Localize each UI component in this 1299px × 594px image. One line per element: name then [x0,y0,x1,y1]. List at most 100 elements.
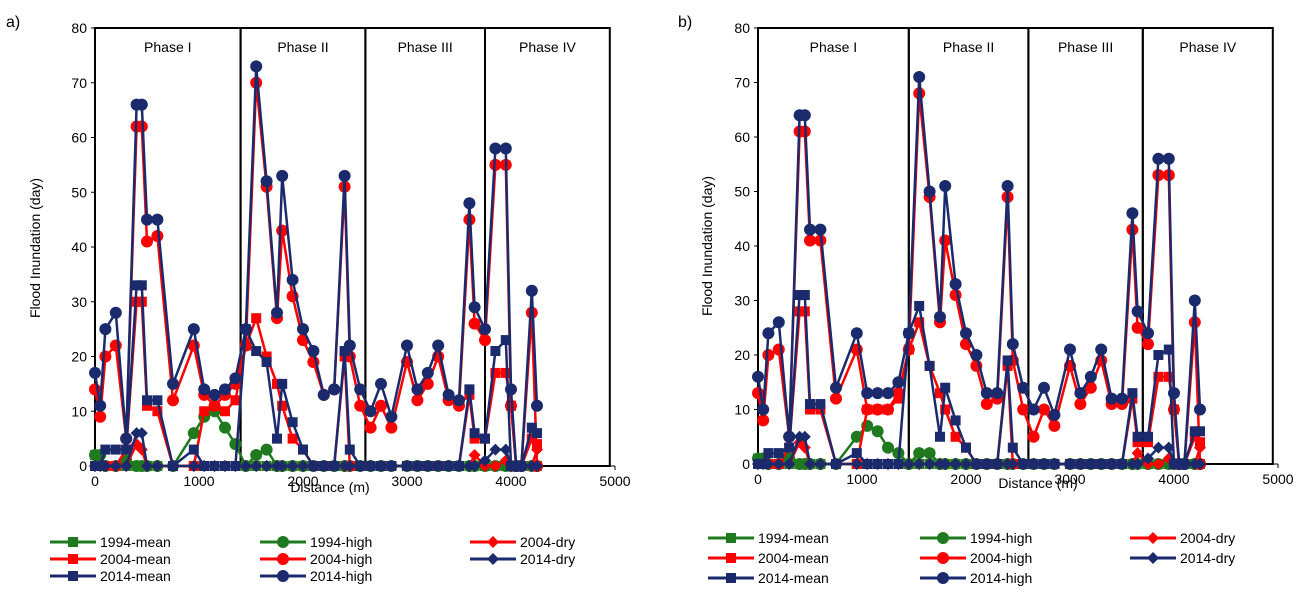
data-point [468,301,481,314]
y-tick-label: 50 [734,184,750,200]
legend-marker [68,537,78,547]
data-point [453,394,465,407]
data-point [354,399,367,412]
phase-label: Phase I [810,39,857,55]
y-tick-label: 80 [71,20,87,36]
data-point [229,372,242,385]
data-point [142,395,152,406]
data-point [110,444,121,455]
data-point [480,433,490,444]
data-point [412,461,423,471]
data-point [343,460,356,472]
data-point [167,377,179,390]
data-point [980,387,993,400]
x-tick-label: 4000 [495,473,526,489]
data-point [260,460,273,472]
data-point [121,444,132,455]
data-point [141,460,153,472]
data-point [804,234,816,247]
data-point [411,394,424,407]
data-point [1084,381,1097,394]
data-point [1132,437,1143,448]
legend-label: 1994-mean [100,534,171,550]
x-tick-label: 0 [91,473,99,489]
data-point [469,428,480,439]
data-point [109,306,122,319]
legend-label: 1994-high [310,534,372,550]
data-point [208,388,221,401]
data-point [271,306,283,319]
data-point [1039,459,1049,469]
data-point [141,235,153,248]
legend-marker [487,536,499,548]
data-point [831,459,841,469]
data-point [1189,431,1200,442]
data-point [354,383,367,396]
data-point [120,460,133,472]
data-point [500,367,511,378]
data-point [762,327,775,340]
legend-label: 1994-high [970,530,1032,546]
legend-label: 2014-high [970,570,1032,586]
legend-item: 2014-dry [1130,550,1235,566]
data-point [1048,419,1061,432]
data-point [1168,387,1180,400]
x-tick-label: 1000 [846,471,877,487]
y-tick-label: 70 [734,75,750,91]
data-point [120,432,133,445]
data-point [1194,403,1206,416]
series-2014-mean [90,280,542,471]
phase-label: Phase I [144,39,191,55]
legend-item: 2004-mean [50,551,171,567]
data-point [850,430,863,443]
data-point [923,185,936,198]
data-point [89,366,101,379]
data-point [297,460,309,472]
data-point [343,339,356,352]
data-point [913,458,926,470]
data-point [913,447,926,460]
series-2014-high [89,60,543,472]
data-point [981,459,992,469]
data-point [1027,430,1040,443]
data-point [882,403,894,416]
legend-label: 1994-mean [758,530,829,546]
data-point [219,421,231,434]
data-point [1163,344,1174,355]
legend-item: 2004-dry [1130,530,1235,546]
data-point [934,310,946,323]
data-point [893,459,904,469]
data-point [365,461,376,471]
data-point [902,458,915,470]
data-point [250,60,263,73]
data-point [152,395,163,406]
data-point [220,406,230,417]
data-point [1143,431,1153,442]
y-tick-label: 50 [71,184,87,200]
data-point [1142,452,1154,465]
legend-item: 2014-mean [50,568,171,584]
data-point [307,345,320,358]
data-point [318,461,329,471]
data-point [208,399,221,412]
data-point [531,460,543,472]
data-point [526,433,537,444]
data-point [1131,447,1144,460]
phase-label: Phase II [943,39,994,55]
data-point [950,431,961,442]
data-point [286,273,299,286]
data-point [1162,152,1175,165]
data-point [1188,294,1201,307]
x-tick-label: 3000 [391,473,422,489]
data-point [239,323,252,336]
legend-marker [277,536,289,548]
data-point [1178,458,1191,470]
data-point [1132,431,1143,442]
data-point [339,346,350,357]
legend-marker [726,553,736,563]
data-point [830,381,842,394]
legend-item: 1994-high [920,530,1032,546]
data-point [276,169,289,182]
data-point [95,461,106,471]
data-point [187,323,200,336]
